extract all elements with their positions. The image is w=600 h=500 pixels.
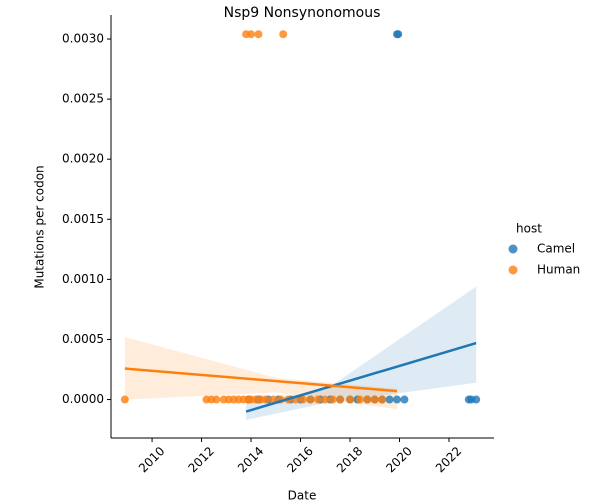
point	[212, 395, 221, 404]
x-tick-label: 2012	[185, 444, 216, 475]
x-tick-label: 2022	[433, 444, 464, 475]
point	[321, 395, 330, 404]
point	[261, 395, 270, 404]
point	[306, 395, 315, 404]
x-tick-label: 2014	[235, 444, 266, 475]
point	[346, 395, 355, 404]
point	[247, 30, 256, 39]
point	[298, 395, 307, 404]
legend-label: Human	[537, 263, 580, 277]
legend-marker	[508, 265, 518, 275]
y-axis-label: Mutations per codon	[33, 165, 47, 288]
x-tick-label: 2018	[334, 444, 365, 475]
marks	[120, 30, 481, 413]
point	[336, 395, 345, 404]
point	[385, 395, 394, 404]
point	[363, 395, 372, 404]
chart-title: Nsp9 Nonsynonomous	[224, 5, 381, 21]
legend-title: host	[516, 222, 542, 236]
y-tick-label: 0.0000	[62, 392, 104, 406]
point	[400, 395, 409, 404]
point	[370, 395, 379, 404]
bands	[124, 286, 477, 420]
confidence-band	[124, 337, 398, 410]
point	[393, 395, 402, 404]
point	[120, 395, 129, 404]
x-tick-label: 2020	[383, 444, 414, 475]
confidence-band	[246, 286, 477, 420]
legend-label: Camel	[537, 242, 575, 256]
point	[269, 395, 278, 404]
x-tick-label: 2016	[284, 444, 315, 475]
point	[254, 30, 263, 39]
regression-line	[124, 367, 398, 393]
y-tick-label: 0.0005	[62, 332, 104, 346]
x-tick-label: 2010	[136, 444, 167, 475]
point	[394, 30, 403, 39]
y-tick-label: 0.0010	[62, 272, 104, 286]
legend-marker	[508, 244, 518, 254]
point	[279, 30, 288, 39]
point	[313, 395, 322, 404]
point	[472, 395, 481, 404]
y-tick-label: 0.0030	[62, 32, 104, 46]
point	[328, 395, 337, 404]
y-tick-label: 0.0025	[62, 92, 104, 106]
point	[378, 395, 387, 404]
regression-line	[245, 341, 477, 413]
point	[355, 395, 364, 404]
y-tick-label: 0.0020	[62, 152, 104, 166]
x-axis-label: Date	[288, 489, 317, 500]
y-tick-label: 0.0015	[62, 212, 104, 226]
